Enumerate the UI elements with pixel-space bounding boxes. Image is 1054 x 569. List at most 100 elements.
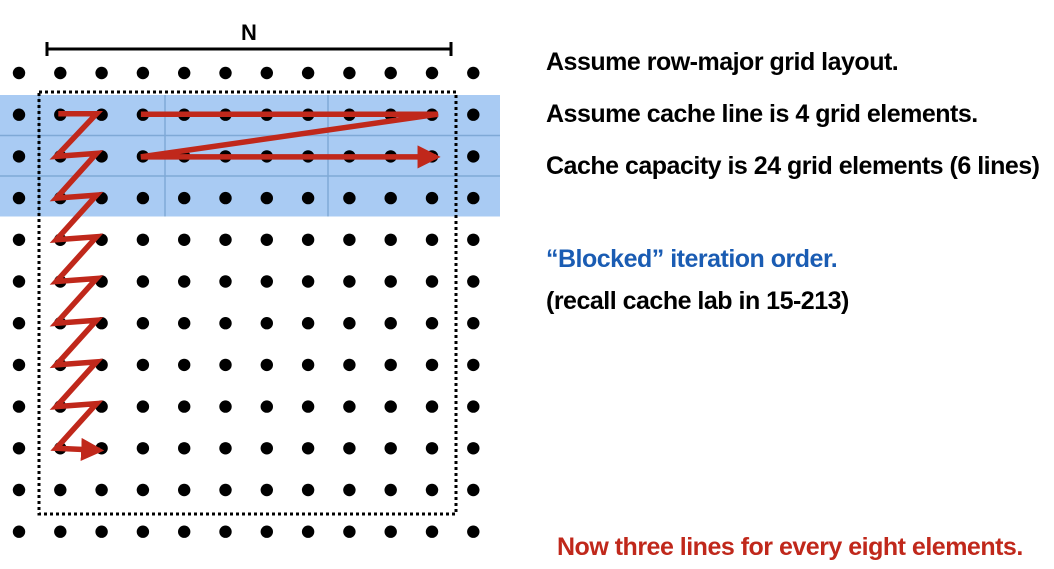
grid-dot [219, 275, 232, 288]
grid-dot [260, 66, 273, 80]
grid-dot [136, 442, 150, 455]
grid-dot [12, 150, 26, 163]
grid-dot [384, 66, 397, 80]
grid-dots [12, 66, 480, 538]
grid-dot [301, 66, 315, 80]
grid-dot [425, 400, 439, 413]
grid-dot [260, 317, 273, 330]
grid-dot [425, 442, 439, 455]
grid-dot [384, 358, 397, 372]
grid-dot [260, 442, 273, 455]
grid-dot [301, 525, 315, 538]
grid-dot [343, 358, 356, 372]
grid-dot [95, 66, 108, 80]
layout-assumption-text: Assume row-major grid layout. [546, 48, 899, 76]
grid-dot [425, 66, 439, 80]
grid-dot [178, 191, 191, 205]
cache-lab-note: (recall cache lab in 15-213) [546, 287, 849, 315]
grid-dot [219, 66, 232, 80]
grid-dot [54, 525, 67, 538]
grid-dot [467, 66, 480, 80]
grid-dot [467, 108, 480, 121]
grid-dot [425, 525, 439, 538]
grid-dot [343, 442, 356, 455]
grid-dot [260, 358, 273, 372]
grid-dot [384, 191, 397, 205]
grid-dot [343, 275, 356, 288]
grid-dot [384, 233, 397, 246]
grid-dot [12, 191, 26, 205]
grid-dot [260, 483, 273, 497]
cache-line-assumption-text: Assume cache line is 4 grid elements. [546, 100, 978, 128]
grid-dot [219, 525, 232, 538]
grid-dot [343, 191, 356, 205]
grid-dot [467, 358, 480, 372]
grid-dot [95, 483, 108, 497]
grid-dot [219, 400, 232, 413]
grid-dot [343, 525, 356, 538]
grid-dot [178, 525, 191, 538]
grid-dot [136, 191, 150, 205]
footer-note: Now three lines for every eight elements… [557, 533, 1023, 561]
grid-dot [219, 358, 232, 372]
block-outline [37, 90, 458, 516]
grid-dot [12, 108, 26, 121]
cache-capacity-text: Cache capacity is 24 grid elements (6 li… [546, 152, 1040, 180]
grid-dot [95, 525, 108, 538]
n-label: N [241, 20, 257, 45]
grid-dot [301, 233, 315, 246]
zigzag-column-arrow [49, 110, 105, 461]
grid-dot [260, 525, 273, 538]
iteration-path [49, 110, 441, 461]
grid-dot [12, 66, 26, 80]
grid-dot [136, 66, 150, 80]
grid-dot [384, 525, 397, 538]
grid-dot [384, 483, 397, 497]
grid-dot [425, 233, 439, 246]
grid-dot [12, 275, 26, 288]
grid-dot [343, 483, 356, 497]
grid-dot [425, 191, 439, 205]
grid-dot [12, 233, 26, 246]
grid-dot [136, 400, 150, 413]
grid-dot [178, 483, 191, 497]
grid-dot [219, 233, 232, 246]
grid-dot [260, 275, 273, 288]
grid-dot [136, 483, 150, 497]
grid-dot [178, 317, 191, 330]
grid-dot [384, 400, 397, 413]
grid-dot [343, 233, 356, 246]
iteration-order-heading: “Blocked” iteration order. [546, 245, 838, 273]
grid-dot [301, 358, 315, 372]
grid-dot [467, 442, 480, 455]
grid-dot [301, 442, 315, 455]
grid-dot [12, 317, 26, 330]
grid-dot [136, 233, 150, 246]
grid-dot [467, 400, 480, 413]
grid-dot [219, 483, 232, 497]
grid-dot [301, 400, 315, 413]
grid-dot [12, 483, 26, 497]
grid-dot [384, 442, 397, 455]
grid-dot [12, 525, 26, 538]
grid-dot [136, 358, 150, 372]
grid-dot [425, 483, 439, 497]
blocked-iteration-diagram: N [0, 20, 500, 538]
grid-dot [12, 442, 26, 455]
grid-dot [178, 400, 191, 413]
grid-dot [467, 150, 480, 163]
grid-dot [301, 317, 315, 330]
grid-dot [301, 483, 315, 497]
grid-dot [467, 275, 480, 288]
grid-dot [136, 317, 150, 330]
grid-dot [54, 66, 67, 80]
grid-dot [178, 233, 191, 246]
grid-dot [12, 400, 26, 413]
grid-dot [178, 66, 191, 80]
grid-dot [384, 275, 397, 288]
grid-dot [178, 442, 191, 455]
grid-dot [260, 400, 273, 413]
grid-dot [467, 233, 480, 246]
row-traversal-arrow [140, 111, 441, 169]
grid-dot [343, 317, 356, 330]
